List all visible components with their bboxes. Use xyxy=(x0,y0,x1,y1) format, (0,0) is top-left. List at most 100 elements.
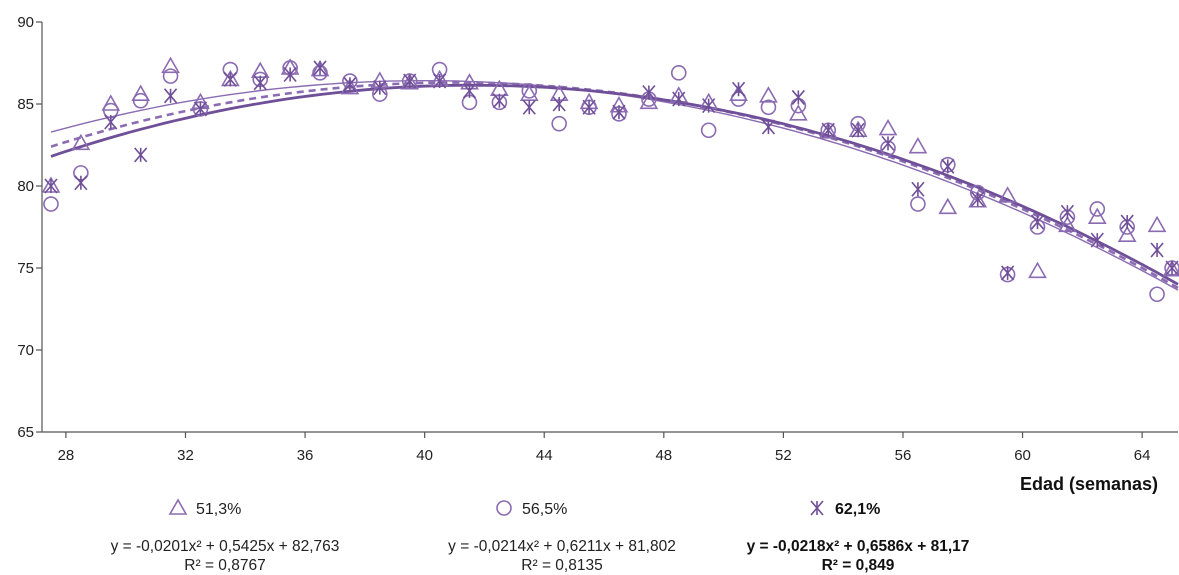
point-series-3 xyxy=(253,75,267,91)
point-series-1 xyxy=(101,94,121,111)
point-series-1 xyxy=(998,186,1017,203)
trendline-2 xyxy=(50,81,1179,290)
point-series-1 xyxy=(938,197,958,215)
legend-marker-1 xyxy=(168,498,188,515)
trendlines xyxy=(50,80,1179,291)
y-tick-label: 75 xyxy=(17,260,34,277)
x-tick-label: 60 xyxy=(1014,447,1031,464)
point-series-2 xyxy=(700,122,717,139)
point-series-3 xyxy=(1030,214,1045,230)
x-tick-label: 28 xyxy=(58,447,75,464)
point-series-3 xyxy=(702,98,716,114)
point-series-3 xyxy=(761,119,776,135)
point-series-1 xyxy=(519,84,539,101)
point-series-1 xyxy=(310,59,330,77)
point-series-3 xyxy=(612,104,626,120)
point-series-3 xyxy=(193,101,208,117)
point-series-3 xyxy=(492,93,506,109)
point-series-3 xyxy=(791,89,805,105)
x-tick-label: 40 xyxy=(416,447,433,464)
legend-marker-2 xyxy=(496,500,512,516)
point-series-3 xyxy=(881,135,895,151)
point-series-2 xyxy=(132,92,149,109)
x-tick-label: 36 xyxy=(297,447,314,464)
point-series-3 xyxy=(462,83,477,99)
axes: 65 70 75 80 85 90 28 32 36 40 44 48 52 56 60 64 xyxy=(17,14,1178,464)
legend-marker-3 xyxy=(810,500,824,516)
point-series-2 xyxy=(1089,201,1106,217)
x-tick-label: 44 xyxy=(536,447,553,464)
point-series-3 xyxy=(403,73,417,89)
point-series-1 xyxy=(131,84,151,101)
equation-2: y = -0,0214x² + 0,6211x + 81,802 xyxy=(448,538,676,555)
equation-1: y = -0,0201x² + 0,5425x + 82,763 xyxy=(111,538,340,555)
point-series-3 xyxy=(672,91,686,107)
r-squared-3: R² = 0,849 xyxy=(822,557,895,574)
point-series-3 xyxy=(552,96,566,112)
y-tick-label: 90 xyxy=(17,14,34,31)
data-points xyxy=(41,56,1179,303)
point-series-3 xyxy=(821,122,835,138)
x-tick-label: 64 xyxy=(1134,447,1151,464)
y-tick-label: 70 xyxy=(17,342,34,359)
point-series-1 xyxy=(161,56,180,74)
point-series-3 xyxy=(432,73,447,89)
y-tick-label: 80 xyxy=(17,178,34,195)
point-series-1 xyxy=(1117,225,1137,242)
legend-label-2: 56,5% xyxy=(522,501,567,518)
point-series-1 xyxy=(639,92,659,110)
x-tick-label: 48 xyxy=(655,447,672,464)
point-series-1 xyxy=(71,133,91,151)
point-series-1 xyxy=(1028,261,1047,279)
point-series-3 xyxy=(642,84,656,101)
point-series-1 xyxy=(908,137,928,154)
equations: y = -0,0201x² + 0,5425x + 82,763 R² = 0,8… xyxy=(111,538,970,574)
y-tick-label: 85 xyxy=(17,96,34,113)
point-series-3 xyxy=(1060,204,1074,220)
point-series-3 xyxy=(1150,242,1164,258)
point-series-3 xyxy=(104,114,118,130)
x-tick-label: 56 xyxy=(895,447,912,464)
point-series-3 xyxy=(373,80,387,96)
point-series-3 xyxy=(223,71,237,87)
point-series-3 xyxy=(313,60,327,76)
equation-3: y = -0,0218x² + 0,6586x + 81,17 xyxy=(747,538,970,555)
point-series-1 xyxy=(788,104,808,121)
point-series-1 xyxy=(968,191,988,208)
point-series-3 xyxy=(1120,214,1134,230)
y-tick-label: 65 xyxy=(17,424,34,441)
point-series-3 xyxy=(1165,260,1179,276)
point-series-3 xyxy=(1000,265,1015,281)
point-series-2 xyxy=(670,65,687,81)
point-series-3 xyxy=(343,76,357,92)
point-series-3 xyxy=(1090,232,1104,248)
point-series-3 xyxy=(582,99,596,115)
point-series-3 xyxy=(283,66,297,83)
point-series-2 xyxy=(43,196,59,212)
point-series-3 xyxy=(911,181,925,197)
x-tick-label: 52 xyxy=(775,447,792,464)
point-series-3 xyxy=(522,99,536,115)
x-axis-label: Edad (semanas) xyxy=(1020,474,1158,494)
point-series-3 xyxy=(971,191,985,207)
r-squared-1: R² = 0,8767 xyxy=(184,557,265,574)
point-series-3 xyxy=(851,122,865,138)
legend-label-3: 62,1% xyxy=(835,501,880,518)
point-series-2 xyxy=(551,115,567,132)
point-series-1 xyxy=(1058,215,1077,233)
point-series-3 xyxy=(163,88,178,104)
legend-label-1: 51,3% xyxy=(196,501,241,518)
point-series-3 xyxy=(941,158,955,174)
point-series-1 xyxy=(1087,207,1107,224)
point-series-3 xyxy=(44,178,58,194)
point-series-3 xyxy=(74,175,88,191)
point-series-2 xyxy=(1149,286,1165,303)
trendline-3 xyxy=(50,83,1179,286)
point-series-2 xyxy=(760,99,777,116)
point-series-3 xyxy=(731,81,746,97)
point-series-1 xyxy=(1147,215,1167,233)
r-squared-2: R² = 0,8135 xyxy=(521,557,602,574)
point-series-1 xyxy=(878,118,898,136)
point-series-2 xyxy=(521,83,538,99)
